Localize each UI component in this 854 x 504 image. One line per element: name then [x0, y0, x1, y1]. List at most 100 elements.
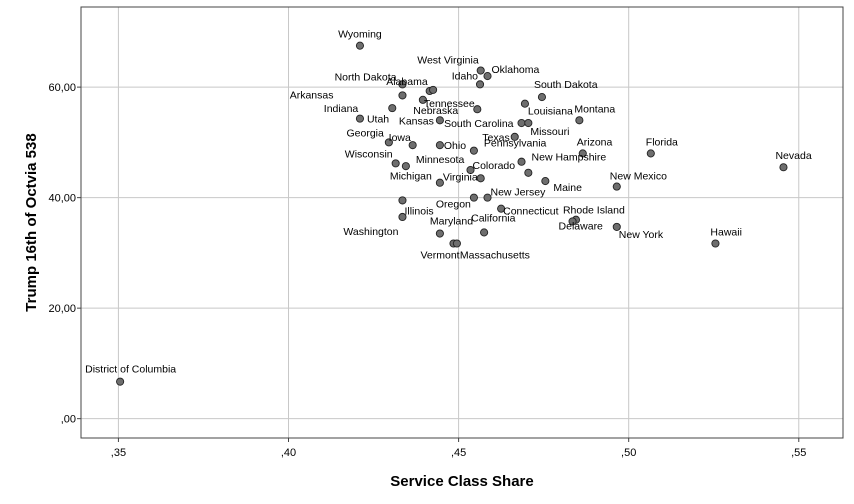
point-label: Iowa: [389, 132, 411, 144]
point-label: Wisconsin: [345, 148, 393, 160]
point-label: Maine: [553, 182, 582, 194]
data-point: [575, 116, 584, 125]
data-point: [541, 177, 550, 186]
point-label: Oklahoma: [492, 64, 540, 76]
data-point: [524, 118, 533, 128]
point-label: Kansas: [399, 115, 434, 127]
point-label: Washington: [343, 226, 398, 238]
data-point: [646, 149, 655, 158]
point-label: Louisiana: [528, 106, 573, 118]
point-label: Hawaii: [710, 226, 742, 238]
point-label: South Carolina: [444, 118, 514, 130]
point-label: Tennessee: [424, 98, 475, 110]
data-point: [476, 174, 485, 183]
y-axis-ticks: ,00 20,00 40,00 60,00: [48, 82, 81, 426]
point-label: North Dakota: [335, 71, 397, 83]
data-point: [452, 239, 461, 248]
point-label: Alabama: [386, 76, 428, 88]
data-point: [435, 229, 444, 238]
y-tick-label: 60,00: [48, 82, 76, 94]
data-point: [355, 41, 364, 50]
data-point: [398, 212, 407, 222]
x-tick-label: ,40: [281, 447, 296, 459]
data-point: [483, 193, 492, 202]
point-labels: Wyoming West Virginia Oklahoma Idaho North D…: [85, 29, 812, 376]
point-label: Arizona: [577, 136, 613, 148]
point-label: Illinois: [404, 205, 433, 217]
y-tick-label: 20,00: [48, 303, 76, 315]
data-point: [476, 66, 485, 75]
point-label: New York: [619, 229, 664, 241]
point-label: Ohio: [444, 140, 466, 152]
data-point: [473, 105, 482, 114]
point-label: Texas: [482, 132, 509, 144]
data-point: [408, 141, 417, 150]
x-tick-label: ,55: [791, 447, 806, 459]
point-label: District of Columbia: [85, 364, 176, 376]
point-label: New Hampshire: [532, 152, 607, 164]
data-point: [469, 193, 478, 202]
point-label: Utah: [367, 114, 389, 126]
point-label: Connecticut: [503, 206, 559, 218]
data-point: [355, 114, 364, 123]
point-label: Wyoming: [338, 29, 382, 41]
data-point: [524, 168, 533, 177]
point-label: Montana: [574, 103, 615, 115]
data-point: [435, 178, 444, 187]
data-point: [517, 157, 526, 166]
data-point: [568, 217, 577, 226]
x-axis-ticks: ,35 ,40 ,45 ,50 ,55: [111, 438, 806, 459]
y-tick-label: 40,00: [48, 193, 76, 205]
data-point: [612, 222, 621, 231]
data-point: [537, 93, 546, 102]
point-label: Pennsylvania: [484, 138, 547, 150]
data-point: [398, 80, 407, 89]
data-point: [517, 118, 526, 128]
x-tick-label: ,45: [451, 447, 466, 459]
data-point: [612, 182, 621, 191]
data-point: [391, 159, 400, 168]
data-point: [429, 85, 438, 94]
data-point: [116, 377, 125, 386]
data-point: [469, 146, 478, 155]
point-label: Oregon: [436, 199, 471, 211]
data-point: [483, 72, 492, 81]
y-axis-title: Trump 16th of Octvia 538: [23, 133, 40, 311]
point-label: Vermont: [420, 249, 459, 261]
point-label: Nebraska: [413, 105, 458, 117]
data-point: [520, 99, 529, 108]
point-label: Arkansas: [290, 89, 334, 101]
data-point: [401, 162, 410, 171]
data-point: [388, 104, 397, 113]
plot-area-frame: [80, 6, 844, 439]
data-point: [435, 141, 444, 150]
point-label: Michigan: [390, 171, 432, 183]
data-point: [497, 204, 506, 213]
point-label: Colorado: [473, 160, 516, 172]
point-label: Florida: [646, 136, 678, 148]
point-label: West Virginia: [417, 55, 479, 67]
x-tick-label: ,35: [111, 447, 126, 459]
point-label: Massachusetts: [460, 249, 530, 261]
point-label: Nevada: [775, 150, 811, 162]
data-point: [711, 239, 720, 248]
data-point: [398, 91, 407, 100]
x-axis-title: Service Class Share: [390, 473, 533, 490]
point-label: Georgia: [347, 127, 385, 139]
data-point: [466, 165, 475, 175]
point-label: South Dakota: [534, 79, 598, 91]
data-point: [398, 196, 407, 205]
data-point: [578, 149, 587, 158]
data-point: [475, 80, 485, 89]
point-label: California: [471, 212, 516, 224]
point-label: Missouri: [530, 126, 569, 138]
point-label: Idaho: [452, 70, 478, 82]
data-point: [779, 163, 788, 172]
point-label: Delaware: [559, 220, 604, 232]
data-point: [480, 228, 489, 237]
point-label: Rhode Island: [563, 205, 625, 217]
data-point: [510, 132, 519, 141]
data-point: [384, 138, 393, 147]
x-tick-label: ,50: [621, 447, 636, 459]
